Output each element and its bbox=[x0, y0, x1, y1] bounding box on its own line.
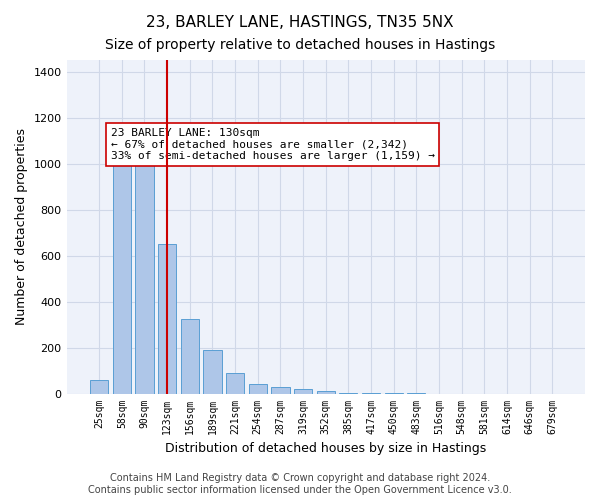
Bar bbox=[340, 392, 358, 394]
Bar bbox=[113, 159, 131, 394]
Bar bbox=[90, 380, 108, 394]
Text: 23 BARLEY LANE: 130sqm
← 67% of detached houses are smaller (2,342)
33% of semi-: 23 BARLEY LANE: 130sqm ← 67% of detached… bbox=[110, 128, 434, 161]
Bar bbox=[136, 140, 154, 394]
Text: Size of property relative to detached houses in Hastings: Size of property relative to detached ho… bbox=[105, 38, 495, 52]
Text: 23, BARLEY LANE, HASTINGS, TN35 5NX: 23, BARLEY LANE, HASTINGS, TN35 5NX bbox=[146, 15, 454, 30]
Bar bbox=[158, 244, 176, 394]
Bar bbox=[294, 389, 312, 394]
Y-axis label: Number of detached properties: Number of detached properties bbox=[15, 128, 28, 326]
Bar bbox=[181, 319, 199, 394]
Bar bbox=[203, 350, 221, 394]
Bar bbox=[271, 387, 290, 394]
Bar bbox=[249, 384, 267, 394]
Bar bbox=[226, 374, 244, 394]
Bar bbox=[317, 391, 335, 394]
Text: Contains HM Land Registry data © Crown copyright and database right 2024.
Contai: Contains HM Land Registry data © Crown c… bbox=[88, 474, 512, 495]
X-axis label: Distribution of detached houses by size in Hastings: Distribution of detached houses by size … bbox=[165, 442, 487, 455]
